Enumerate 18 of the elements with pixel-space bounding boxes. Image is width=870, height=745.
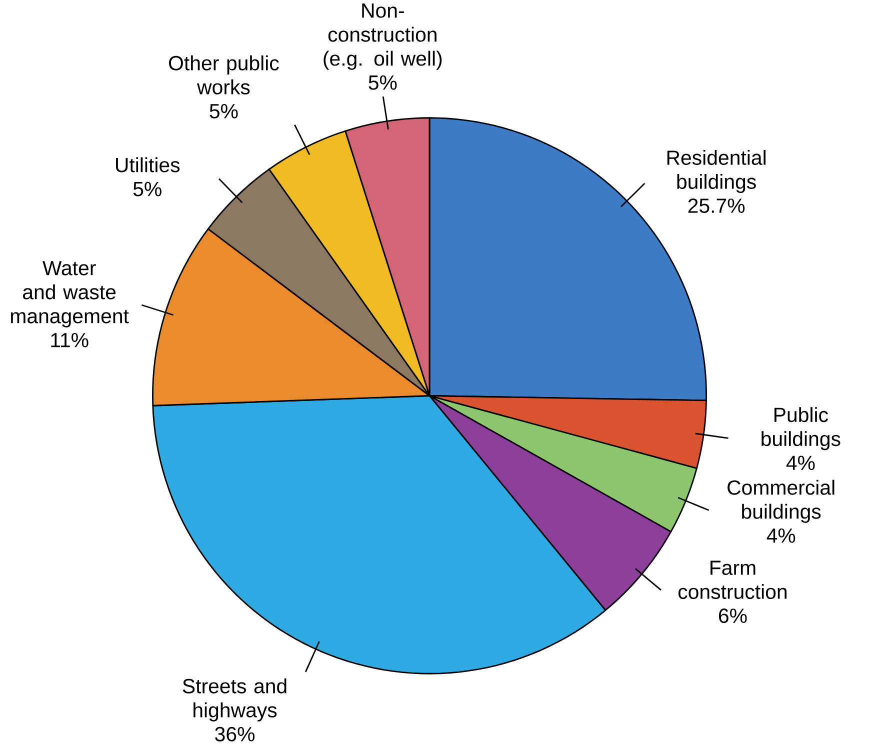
data-label: 5% bbox=[368, 75, 397, 90]
data-label: 6% bbox=[718, 608, 747, 624]
data-label: 4% bbox=[786, 456, 815, 470]
slice-label: Other public works bbox=[169, 55, 279, 94]
data-label: 4% bbox=[766, 528, 796, 543]
slice-label: Utilities bbox=[116, 157, 180, 172]
slice-label: Water and waste management bbox=[11, 261, 129, 328]
slice-label: Public buildings bbox=[762, 407, 840, 450]
data-label: 5% bbox=[133, 182, 162, 196]
slice-label: Non-construction (e.g. oil well) bbox=[324, 4, 442, 70]
data-label: 5% bbox=[210, 104, 238, 118]
data-label: 36% bbox=[215, 726, 255, 742]
data-label: 11% bbox=[51, 332, 88, 348]
slice-label: Commercial buildings bbox=[728, 480, 834, 523]
slice-label: Streets and highways bbox=[182, 678, 286, 722]
slice-label: Farm construction bbox=[678, 560, 787, 600]
slice-label: Residential buildings bbox=[667, 150, 766, 194]
data-label: 25.7% bbox=[688, 198, 745, 213]
